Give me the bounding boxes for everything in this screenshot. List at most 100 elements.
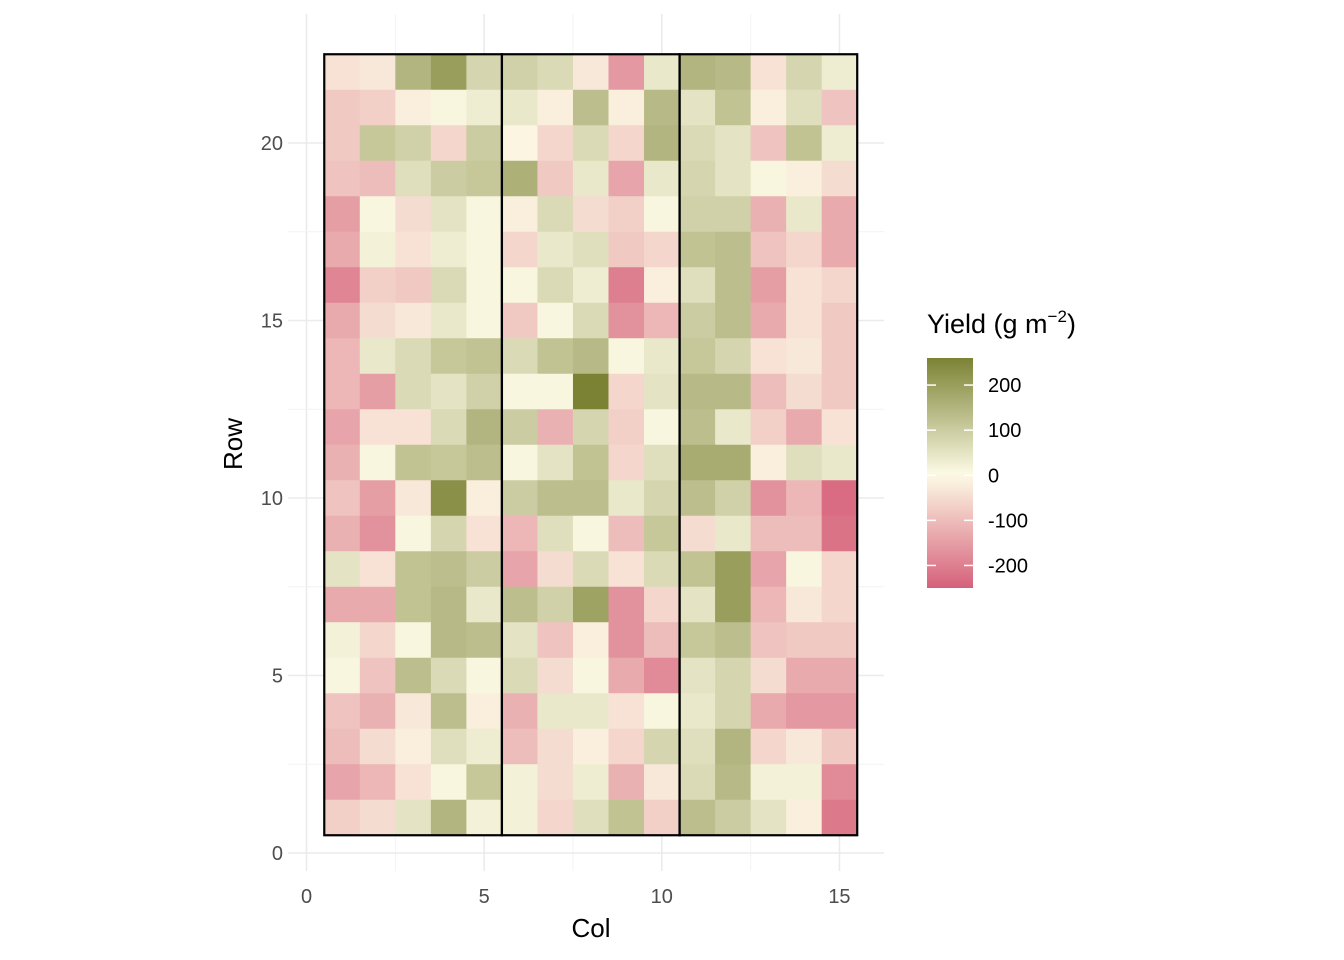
heatmap-cell [644,125,681,162]
heatmap-cell [537,764,574,801]
heatmap-cell [821,373,858,410]
heatmap-cell [466,160,503,197]
heatmap-cell [324,231,361,268]
heatmap-cell [430,444,467,481]
heatmap-cell [324,586,361,623]
heatmap-cell [395,409,432,446]
legend-title: Yield (g m−2) [927,307,1076,339]
heatmap-cell [324,302,361,339]
heatmap-cell [572,409,610,446]
heatmap-cell [430,196,467,233]
heatmap-cell [786,267,823,304]
heatmap-cell [679,409,716,446]
heatmap-cell [715,764,752,801]
heatmap-cell [715,267,752,304]
heatmap-cell [501,622,539,659]
heatmap-cell [501,231,539,268]
heatmap-cell [537,54,574,91]
legend-tick-label: -200 [988,555,1028,577]
heatmap-cell [324,125,361,162]
heatmap-cell [572,764,610,801]
heatmap-cell [608,622,645,659]
x-tick-label: 5 [479,886,490,908]
heatmap-cell [466,373,503,410]
heatmap-cell [715,338,752,375]
heatmap-cell [572,480,610,517]
heatmap-cell [466,196,503,233]
heatmap-cell [715,799,752,836]
heatmap-cell [750,799,787,836]
heatmap-cell [395,338,432,375]
heatmap-cell [644,480,681,517]
heatmap-cell [537,302,574,339]
x-tick-label: 0 [301,886,312,908]
heatmap-cell [430,586,467,623]
heatmap-cell [466,338,503,375]
heatmap-cell [572,586,610,623]
heatmap-cell [359,338,396,375]
heatmap-cell [750,196,787,233]
heatmap-cell [359,764,396,801]
heatmap-cell [608,373,645,410]
heatmap-cell [750,728,787,765]
heatmap-cell [786,622,823,659]
heatmap-cell [395,373,432,410]
heatmap-cell [395,196,432,233]
heatmap-cell [395,764,432,801]
heatmap-cell [537,622,574,659]
heatmap-cell [501,515,539,552]
heatmap-cell [608,444,645,481]
heatmap-cell [572,622,610,659]
heatmap-cell [395,693,432,730]
heatmap-cell [750,515,787,552]
heatmap-cell [430,764,467,801]
heatmap-cell [644,551,681,588]
heatmap-cell [537,125,574,162]
heatmap-cell [786,373,823,410]
heatmap-cell [324,693,361,730]
heatmap-cell [430,409,467,446]
heatmap-cell [644,515,681,552]
heatmap-cell [430,799,467,836]
heatmap-cell [750,89,787,126]
heatmap-cell [715,125,752,162]
heatmap-cell [324,515,361,552]
heatmap-cell [679,551,716,588]
heatmap-cell [430,338,467,375]
heatmap-cell [572,196,610,233]
heatmap-cell [715,196,752,233]
heatmap-cell [821,764,858,801]
heatmap-cell [786,728,823,765]
heatmap-cell [572,799,610,836]
heatmap-cell [324,54,361,91]
heatmap-cell [821,515,858,552]
heatmap-cell [821,728,858,765]
heatmap-cell [466,551,503,588]
heatmap-cell [644,54,681,91]
heatmap-cell [395,728,432,765]
x-axis-title: Col [571,913,610,943]
heatmap-cell [786,799,823,836]
heatmap-cell [786,409,823,446]
heatmap-cell [644,586,681,623]
heatmap-cell [466,125,503,162]
heatmap-cell [750,409,787,446]
heatmap-cell [395,799,432,836]
heatmap-cell [679,622,716,659]
y-tick-label: 5 [272,666,283,688]
heatmap-cell [786,551,823,588]
heatmap-cell [466,728,503,765]
heatmap-cell [608,267,645,304]
heatmap-cell [537,267,574,304]
block-outlines [323,53,859,837]
heatmap-cell [430,125,467,162]
heatmap-cell [715,551,752,588]
heatmap-cell [430,160,467,197]
heatmap-cell [644,657,681,694]
heatmap-cell [430,302,467,339]
heatmap-cell [537,657,574,694]
heatmap-cell [359,551,396,588]
heatmap-cell [679,338,716,375]
heatmap-cell [537,373,574,410]
heatmap-cell [395,480,432,517]
